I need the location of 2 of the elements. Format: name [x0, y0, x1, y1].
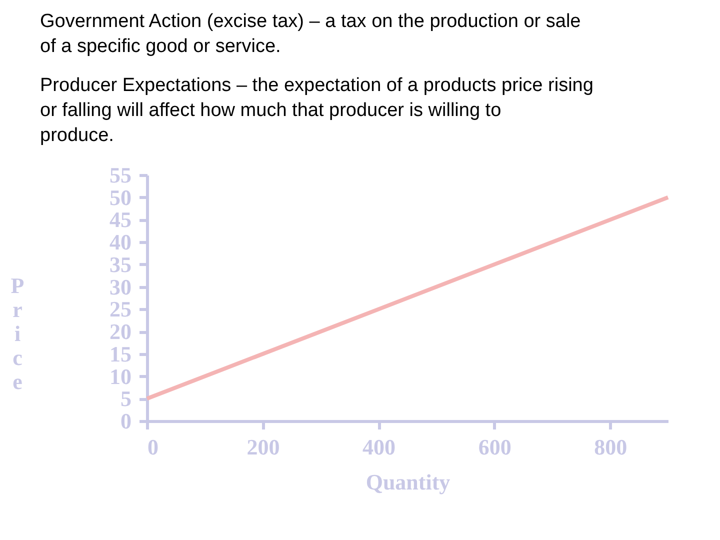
- text: Producer Expectations – the expectation of a products price rising or falling will affect how much that producer is willing to produce.: [40, 75, 594, 146]
- text: Government Action (excise tax) – a tax on the production or sale of a specific good or service.: [40, 11, 581, 57]
